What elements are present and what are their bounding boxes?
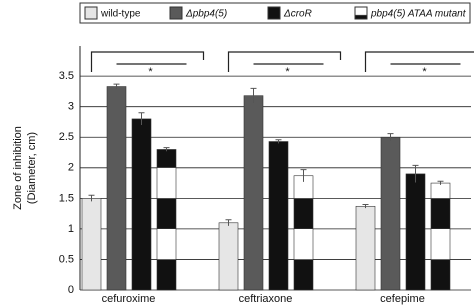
y-tick-label: 2 [68, 162, 74, 174]
bar [156, 149, 177, 291]
y-tick-label: 1 [68, 223, 74, 235]
error-bar [275, 139, 282, 144]
legend-label: pbp4(5) ATAA mutant [370, 9, 467, 20]
significance-star: * [422, 66, 427, 78]
error-bar [437, 180, 444, 185]
y-tick-label: 2.5 [59, 131, 74, 143]
legend-label: Δpbp4(5) [185, 9, 227, 20]
significance-bracket [227, 51, 342, 72]
error-bar [300, 169, 307, 182]
legend-label: wild-type [100, 9, 141, 20]
x-tick-label: cefepime [380, 293, 425, 305]
x-tick-label: cefuroxime [102, 293, 156, 305]
y-tick-label: 0 [68, 284, 74, 296]
bar [131, 118, 152, 291]
legend-swatch [169, 6, 183, 20]
error-bar [387, 133, 394, 141]
y-tick-label: 0.5 [59, 253, 74, 265]
significance-star: * [285, 66, 290, 78]
bar [355, 205, 376, 291]
significance-star: * [148, 66, 153, 78]
x-tick-label: ceftriaxone [239, 293, 293, 305]
bar [81, 198, 102, 291]
bar [268, 141, 289, 291]
error-bar [88, 194, 95, 202]
y-tick-label: 3 [68, 101, 74, 113]
legend-label: ΔcroR [283, 9, 312, 20]
error-bar [412, 164, 419, 183]
bar [380, 136, 401, 291]
error-bar [225, 219, 232, 226]
y-tick-label: 1.5 [59, 192, 74, 204]
bar [243, 95, 264, 291]
bar [218, 222, 239, 291]
significance-bracket [364, 51, 474, 72]
bar [293, 175, 314, 291]
error-bar [250, 87, 257, 104]
legend-swatch [84, 6, 98, 20]
bar [430, 182, 451, 291]
legend-swatch [267, 6, 281, 20]
error-bar [362, 203, 369, 209]
y-label: (Diameter, cm) [26, 132, 38, 204]
error-bar [138, 112, 145, 126]
bar [106, 86, 127, 291]
legend-swatch [354, 6, 368, 20]
error-bar [163, 147, 170, 152]
y-tick-label: 3.5 [59, 70, 74, 82]
significance-bracket [90, 51, 205, 72]
error-bar [113, 83, 120, 89]
bar [405, 173, 426, 291]
y-label: Zone of inhibition [12, 126, 24, 210]
